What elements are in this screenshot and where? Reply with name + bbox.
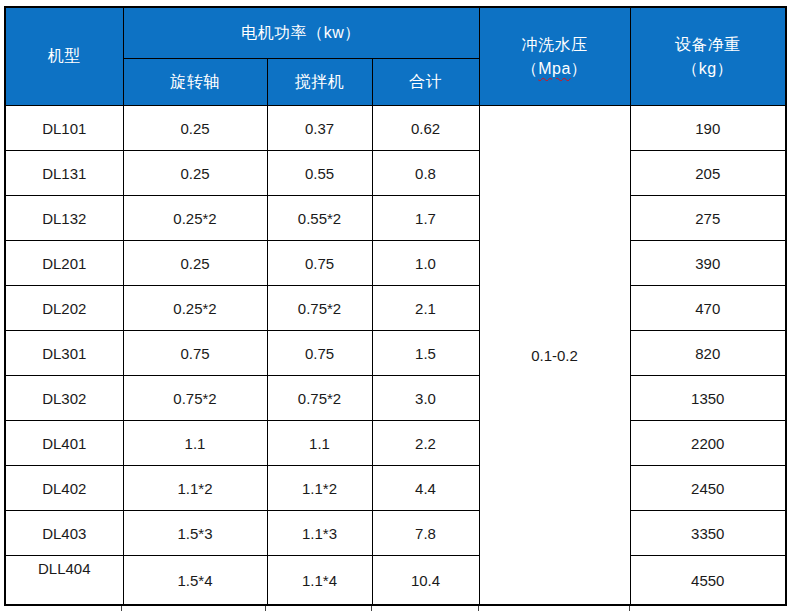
- cell-pressure-merged: 0.1-0.2: [479, 106, 630, 606]
- cell-weight: 205: [630, 151, 786, 196]
- cell-weight: 470: [630, 286, 786, 331]
- cell-shaft-power: 0.25: [123, 241, 267, 286]
- clipped-cell: [630, 606, 785, 611]
- cell-shaft-power: 0.75: [123, 331, 267, 376]
- clipped-cell: [266, 606, 371, 611]
- table-row: DL202 0.25*2 0.75*2 2.1 470: [5, 286, 786, 331]
- document-page: 机型 电机功率（kw） 冲洗水压 （Mpa） 设备净重 （kg） 旋转轴: [0, 0, 789, 611]
- clipped-cell: [372, 606, 479, 611]
- cell-total-power: 3.0: [372, 376, 479, 421]
- cell-mixer-power: 0.55*2: [267, 196, 372, 241]
- table-header: 机型 电机功率（kw） 冲洗水压 （Mpa） 设备净重 （kg） 旋转轴: [5, 7, 786, 106]
- cell-shaft-power: 1.1: [123, 421, 267, 466]
- table-body: DL101 0.25 0.37 0.62 0.1-0.2 190 DL131 0…: [5, 106, 786, 606]
- cell-shaft-power: 1.5*4: [123, 556, 267, 606]
- header-pressure-unit-misspelled: Mpa: [538, 60, 571, 77]
- table-row: DL301 0.75 0.75 1.5 820: [5, 331, 786, 376]
- cell-mixer-power: 1.1*2: [267, 466, 372, 511]
- header-rotary-shaft: 旋转轴: [123, 59, 267, 106]
- cell-total-power: 1.5: [372, 331, 479, 376]
- clipped-next-row: [4, 606, 785, 611]
- cell-mixer-power: 0.75: [267, 241, 372, 286]
- cell-shaft-power: 0.25: [123, 106, 267, 151]
- header-pressure-title: 冲洗水压: [522, 36, 588, 53]
- cell-weight: 390: [630, 241, 786, 286]
- cell-weight: 3350: [630, 511, 786, 556]
- header-pressure: 冲洗水压 （Mpa）: [479, 7, 630, 106]
- cell-total-power: 0.62: [372, 106, 479, 151]
- cell-model: DL101: [5, 106, 123, 151]
- header-power-group: 电机功率（kw）: [123, 7, 479, 59]
- cell-weight: 4550: [630, 556, 786, 606]
- cell-mixer-power: 1.1: [267, 421, 372, 466]
- cell-model: DL131: [5, 151, 123, 196]
- header-weight: 设备净重 （kg）: [630, 7, 786, 106]
- table-row: DLL404 1.5*4 1.1*4 10.4 4550: [5, 556, 786, 606]
- cell-mixer-power: 0.75*2: [267, 376, 372, 421]
- clipped-cell: [479, 606, 630, 611]
- cell-mixer-power: 0.55: [267, 151, 372, 196]
- cell-mixer-power: 0.37: [267, 106, 372, 151]
- cell-shaft-power: 0.25*2: [123, 286, 267, 331]
- cell-total-power: 1.7: [372, 196, 479, 241]
- header-mixer: 搅拌机: [267, 59, 372, 106]
- cell-model: DL201: [5, 241, 123, 286]
- cell-model: DLL404: [5, 556, 123, 606]
- cell-total-power: 7.8: [372, 511, 479, 556]
- table-row: DL101 0.25 0.37 0.62 0.1-0.2 190: [5, 106, 786, 151]
- header-model: 机型: [5, 7, 123, 106]
- cell-mixer-power: 1.1*3: [267, 511, 372, 556]
- header-total: 合计: [372, 59, 479, 106]
- spec-table: 机型 电机功率（kw） 冲洗水压 （Mpa） 设备净重 （kg） 旋转轴: [4, 6, 787, 606]
- table-row: DL302 0.75*2 0.75*2 3.0 1350: [5, 376, 786, 421]
- header-pressure-paren-close: ）: [571, 60, 588, 77]
- header-pressure-paren-open: （: [522, 60, 539, 77]
- cell-model: DL132: [5, 196, 123, 241]
- table-row: DL131 0.25 0.55 0.8 205: [5, 151, 786, 196]
- cell-total-power: 0.8: [372, 151, 479, 196]
- cell-model: DL302: [5, 376, 123, 421]
- cell-shaft-power: 1.5*3: [123, 511, 267, 556]
- cell-weight: 2450: [630, 466, 786, 511]
- clipped-cell: [4, 606, 122, 611]
- cell-model: DL301: [5, 331, 123, 376]
- cell-model: DL401: [5, 421, 123, 466]
- cell-shaft-power: 0.75*2: [123, 376, 267, 421]
- cell-weight: 275: [630, 196, 786, 241]
- cell-model: DL402: [5, 466, 123, 511]
- table-row: DL132 0.25*2 0.55*2 1.7 275: [5, 196, 786, 241]
- table-row: DL402 1.1*2 1.1*2 4.4 2450: [5, 466, 786, 511]
- cell-weight: 190: [630, 106, 786, 151]
- table-row: DL403 1.5*3 1.1*3 7.8 3350: [5, 511, 786, 556]
- table-row: DL201 0.25 0.75 1.0 390: [5, 241, 786, 286]
- cell-total-power: 2.2: [372, 421, 479, 466]
- cell-weight: 1350: [630, 376, 786, 421]
- header-weight-title: 设备净重: [675, 36, 741, 53]
- cell-shaft-power: 0.25*2: [123, 196, 267, 241]
- cell-mixer-power: 0.75*2: [267, 286, 372, 331]
- cell-total-power: 4.4: [372, 466, 479, 511]
- cell-mixer-power: 0.75: [267, 331, 372, 376]
- cell-weight: 2200: [630, 421, 786, 466]
- cell-shaft-power: 0.25: [123, 151, 267, 196]
- header-weight-unit: （kg）: [682, 60, 733, 77]
- table-row: DL401 1.1 1.1 2.2 2200: [5, 421, 786, 466]
- cell-weight: 820: [630, 331, 786, 376]
- cell-mixer-power: 1.1*4: [267, 556, 372, 606]
- cell-shaft-power: 1.1*2: [123, 466, 267, 511]
- cell-total-power: 10.4: [372, 556, 479, 606]
- clipped-cell: [122, 606, 266, 611]
- cell-model: DL403: [5, 511, 123, 556]
- cell-total-power: 1.0: [372, 241, 479, 286]
- cell-model: DL202: [5, 286, 123, 331]
- cell-total-power: 2.1: [372, 286, 479, 331]
